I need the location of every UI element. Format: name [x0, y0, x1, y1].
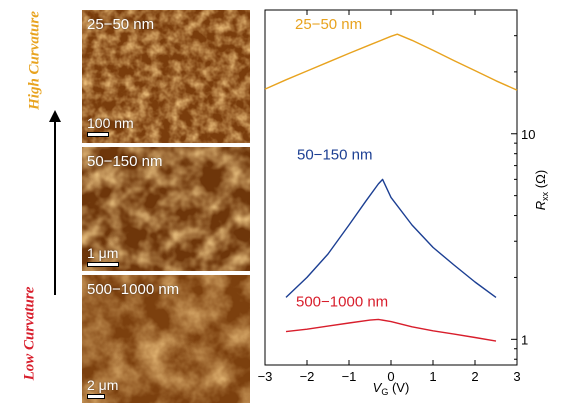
panel-label: 50−150 nm	[87, 153, 163, 170]
panel-label: 500−1000 nm	[87, 281, 180, 298]
series-label: 500−1000 nm	[296, 293, 388, 310]
x-tick-label: −1	[342, 369, 357, 384]
sem-texture-coarse	[82, 275, 250, 403]
x-axis-label: VG (V)	[373, 380, 410, 397]
x-tick-label: 2	[471, 369, 478, 384]
scale-bar	[87, 262, 119, 267]
x-tick-label: 0	[387, 369, 394, 384]
series-label: 25−50 nm	[295, 16, 362, 33]
resistance-chart: −3 −2 −1 0 1 2 3 1 10 25−50 nm 50−150 nm 500−1000…	[258, 9, 550, 397]
series-label: 50−150 nm	[297, 146, 372, 163]
scale-bar-label: 2 μm	[87, 377, 119, 393]
x-tick-label: −2	[300, 369, 315, 384]
sem-panel-25-50nm: 25−50 nm 100 nm	[82, 10, 250, 143]
x-tick-label: −3	[258, 369, 273, 384]
series-line	[264, 33, 518, 91]
y-tick-label: 1	[521, 332, 528, 347]
series-line	[285, 318, 497, 342]
sem-panel-500-1000nm: 500−1000 nm 2 μm	[82, 275, 250, 403]
x-tick-label: 1	[429, 369, 436, 384]
scale-bar	[87, 132, 109, 137]
y-axis-label: Rxx (Ω)	[533, 170, 550, 210]
high-curvature-label: High Curvature	[26, 11, 43, 110]
y-tick-label: 10	[521, 127, 535, 142]
scale-bar-label: 100 nm	[87, 115, 134, 131]
scale-bar-label: 1 μm	[87, 245, 119, 261]
sem-texture-fine	[82, 10, 250, 143]
x-axis: −3 −2 −1 0 1 2 3	[258, 10, 521, 384]
y-axis: 1 10	[511, 9, 535, 360]
x-tick-label: 3	[513, 369, 520, 384]
series-line	[285, 178, 497, 298]
sem-panel-50-150nm: 50−150 nm 1 μm	[82, 147, 250, 271]
low-curvature-label: Low Curvature	[21, 286, 38, 381]
panel-label: 25−50 nm	[87, 16, 155, 33]
plot-frame	[264, 9, 518, 366]
curvature-arrow-icon	[49, 110, 61, 295]
scale-bar	[87, 394, 105, 399]
series-layer: 25−50 nm 50−150 nm 500−1000 nm	[264, 16, 518, 342]
sem-texture-medium	[82, 147, 250, 271]
